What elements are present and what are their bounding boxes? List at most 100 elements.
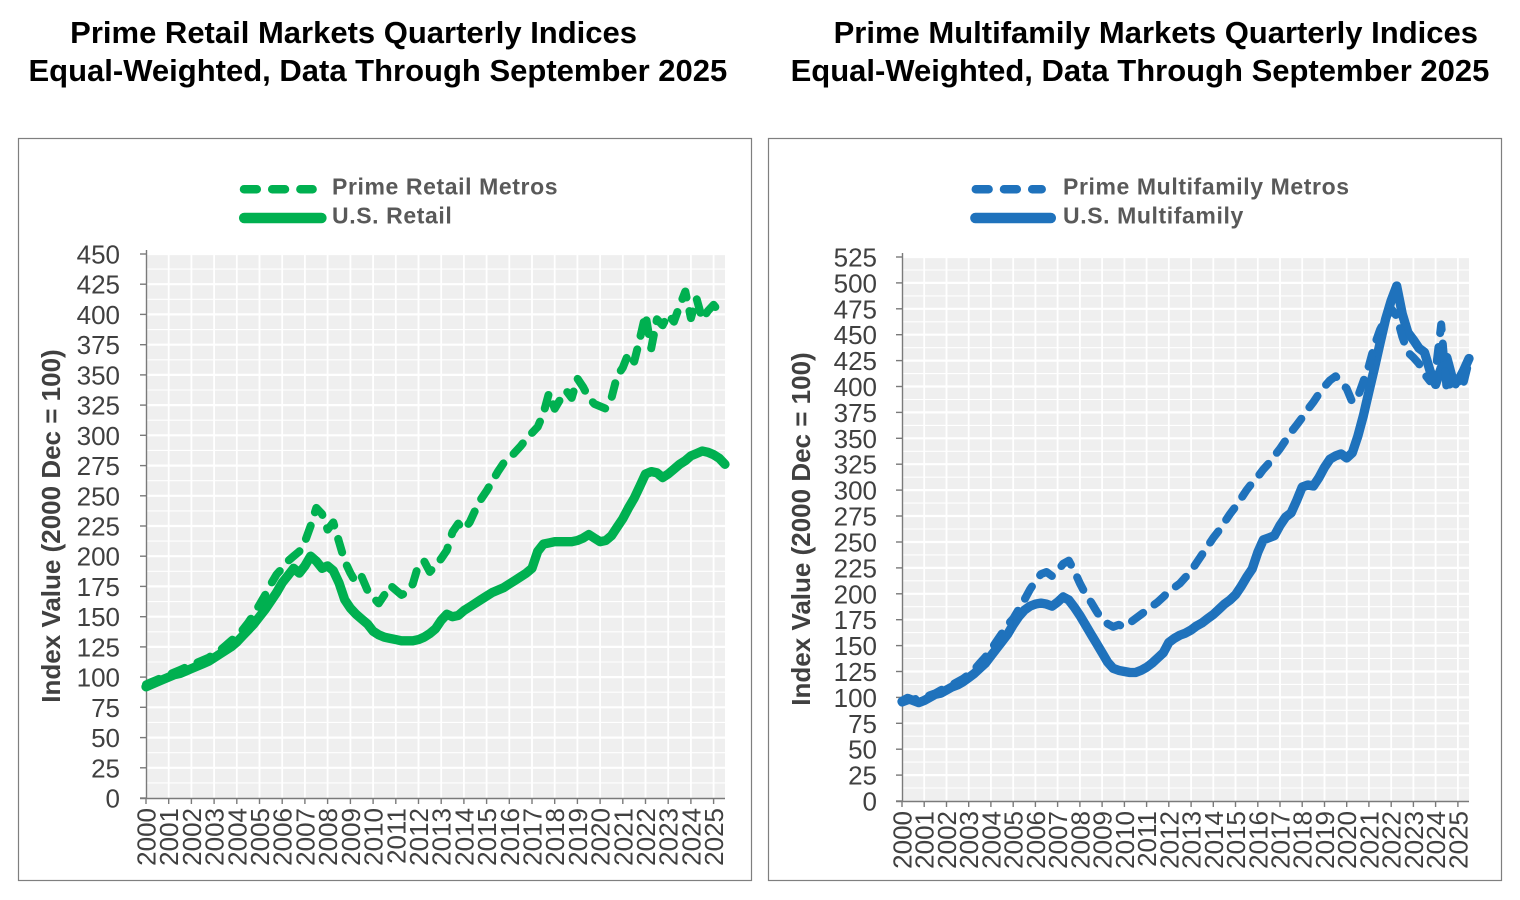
svg-text:2024: 2024	[1421, 811, 1451, 869]
svg-text:450: 450	[77, 240, 120, 270]
svg-text:50: 50	[91, 723, 120, 753]
svg-text:2023: 2023	[1399, 811, 1429, 869]
svg-text:2010: 2010	[1110, 811, 1140, 869]
svg-text:2021: 2021	[1354, 811, 1384, 869]
svg-text:2014: 2014	[449, 808, 479, 866]
svg-text:125: 125	[77, 632, 120, 662]
svg-text:200: 200	[77, 542, 120, 572]
svg-text:Prime Retail Metros: Prime Retail Metros	[332, 174, 558, 200]
svg-text:Prime Multifamily Markets Quar: Prime Multifamily Markets Quarterly Indi…	[834, 15, 1478, 50]
svg-text:375: 375	[77, 330, 120, 360]
svg-text:Prime Retail Markets Quarterly: Prime Retail Markets Quarterly Indices	[70, 15, 637, 50]
svg-text:2020: 2020	[586, 808, 616, 866]
svg-text:2006: 2006	[268, 808, 298, 866]
svg-text:2018: 2018	[1288, 811, 1318, 869]
svg-text:2009: 2009	[1088, 811, 1118, 869]
svg-text:125: 125	[834, 657, 877, 687]
svg-text:425: 425	[77, 270, 120, 300]
svg-text:350: 350	[834, 424, 877, 454]
svg-text:175: 175	[834, 605, 877, 635]
svg-text:75: 75	[91, 693, 120, 723]
svg-text:2011: 2011	[1132, 811, 1162, 867]
svg-text:500: 500	[834, 268, 877, 298]
svg-text:2012: 2012	[1154, 811, 1184, 869]
svg-text:375: 375	[834, 398, 877, 428]
svg-text:2006: 2006	[1021, 811, 1051, 869]
svg-text:2019: 2019	[1310, 811, 1340, 869]
svg-text:475: 475	[834, 294, 877, 324]
svg-text:2001: 2001	[910, 811, 940, 869]
svg-text:2008: 2008	[313, 808, 343, 866]
svg-text:75: 75	[848, 709, 877, 739]
svg-text:U.S. Retail: U.S. Retail	[332, 203, 452, 229]
svg-text:2003: 2003	[954, 811, 984, 869]
svg-text:2011: 2011	[381, 808, 411, 864]
svg-text:2000: 2000	[132, 808, 162, 866]
svg-text:2000: 2000	[888, 811, 918, 869]
svg-text:100: 100	[834, 683, 877, 713]
svg-text:2013: 2013	[427, 808, 457, 866]
svg-text:2020: 2020	[1332, 811, 1362, 869]
svg-text:Prime Multifamily Metros: Prime Multifamily Metros	[1063, 174, 1350, 200]
svg-text:400: 400	[834, 372, 877, 402]
svg-text:2014: 2014	[1199, 811, 1229, 869]
svg-text:2007: 2007	[1043, 811, 1073, 869]
svg-text:2024: 2024	[676, 808, 706, 866]
svg-text:2003: 2003	[200, 808, 230, 866]
svg-text:225: 225	[834, 553, 877, 583]
svg-text:300: 300	[834, 476, 877, 506]
svg-text:2002: 2002	[932, 811, 962, 869]
svg-text:2013: 2013	[1177, 811, 1207, 869]
svg-text:325: 325	[77, 391, 120, 421]
svg-text:250: 250	[77, 481, 120, 511]
svg-text:0: 0	[863, 787, 877, 817]
svg-text:2016: 2016	[495, 808, 525, 866]
svg-text:2022: 2022	[631, 808, 661, 866]
svg-text:2022: 2022	[1377, 811, 1407, 869]
svg-text:Equal-Weighted, Data Through S: Equal-Weighted, Data Through September 2…	[29, 53, 728, 88]
svg-text:2004: 2004	[976, 811, 1006, 869]
svg-text:400: 400	[77, 300, 120, 330]
svg-text:2010: 2010	[359, 808, 389, 866]
svg-text:350: 350	[77, 360, 120, 390]
svg-text:325: 325	[834, 450, 877, 480]
svg-text:525: 525	[834, 243, 877, 273]
svg-text:2017: 2017	[518, 808, 548, 866]
svg-text:2016: 2016	[1243, 811, 1273, 869]
svg-text:275: 275	[77, 451, 120, 481]
svg-text:2025: 2025	[699, 808, 729, 866]
svg-text:275: 275	[834, 502, 877, 532]
svg-text:250: 250	[834, 528, 877, 558]
svg-text:2009: 2009	[336, 808, 366, 866]
svg-text:300: 300	[77, 421, 120, 451]
svg-text:25: 25	[91, 753, 120, 783]
svg-text:150: 150	[77, 602, 120, 632]
svg-text:25: 25	[848, 761, 877, 791]
svg-text:150: 150	[834, 631, 877, 661]
svg-text:2008: 2008	[1065, 811, 1095, 869]
svg-text:2002: 2002	[177, 808, 207, 866]
svg-text:Index Value (2000 Dec = 100): Index Value (2000 Dec = 100)	[786, 352, 816, 705]
svg-text:2015: 2015	[1221, 811, 1251, 869]
svg-text:2001: 2001	[154, 808, 184, 866]
svg-text:2005: 2005	[245, 808, 275, 866]
svg-text:100: 100	[77, 663, 120, 693]
svg-text:425: 425	[834, 346, 877, 376]
svg-text:2015: 2015	[472, 808, 502, 866]
svg-text:2004: 2004	[222, 808, 252, 866]
svg-text:2018: 2018	[540, 808, 570, 866]
svg-text:2025: 2025	[1443, 811, 1473, 869]
svg-text:U.S. Multifamily: U.S. Multifamily	[1063, 203, 1244, 229]
svg-text:Equal-Weighted, Data Through S: Equal-Weighted, Data Through September 2…	[791, 53, 1490, 88]
svg-text:2021: 2021	[608, 808, 638, 866]
svg-text:0: 0	[106, 784, 120, 814]
svg-text:50: 50	[848, 735, 877, 765]
svg-text:2007: 2007	[290, 808, 320, 866]
svg-text:200: 200	[834, 579, 877, 609]
svg-text:2005: 2005	[999, 811, 1029, 869]
svg-text:225: 225	[77, 512, 120, 542]
svg-text:2012: 2012	[404, 808, 434, 866]
svg-text:Index Value (2000 Dec = 100): Index Value (2000 Dec = 100)	[36, 349, 66, 702]
svg-text:2023: 2023	[654, 808, 684, 866]
svg-text:2017: 2017	[1266, 811, 1296, 869]
